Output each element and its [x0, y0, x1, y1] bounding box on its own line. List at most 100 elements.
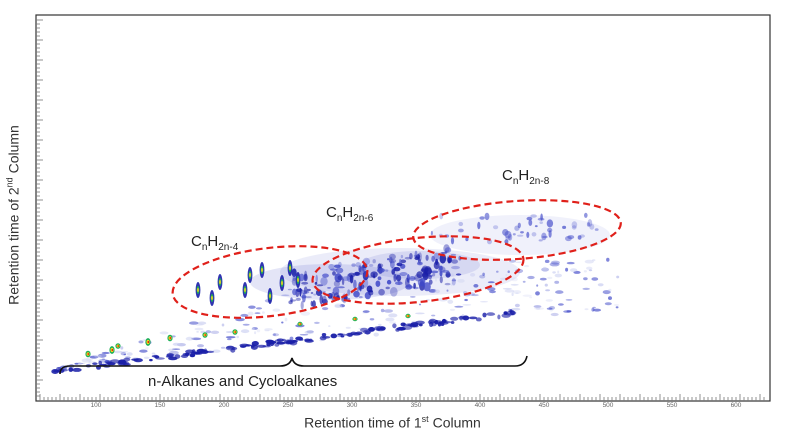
faint-peak	[522, 294, 532, 297]
faint-peak	[172, 342, 181, 346]
faint-peak	[88, 361, 91, 365]
faint-peak	[608, 296, 612, 300]
faint-peak	[418, 303, 422, 306]
alkane-peak	[149, 358, 153, 362]
cluster-peak	[571, 221, 578, 229]
cluster-peak	[337, 275, 344, 281]
cluster-peak	[517, 222, 521, 229]
cluster-peak	[430, 270, 439, 274]
cluster-peak	[313, 293, 317, 296]
faint-peak	[507, 270, 510, 274]
faint-peak	[248, 305, 256, 309]
alkane-peak	[399, 327, 405, 331]
aromatic-peak	[244, 288, 246, 292]
cluster-peak	[458, 221, 464, 227]
faint-peak	[362, 310, 370, 313]
faint-peak	[470, 273, 476, 277]
ellipse-cnh2n-8	[412, 199, 622, 261]
faint-peak	[380, 308, 385, 313]
faint-peak	[78, 362, 86, 365]
alkane-peak	[418, 323, 423, 327]
faint-peak	[471, 294, 479, 297]
faint-peak	[480, 301, 488, 303]
cluster-peak	[479, 216, 485, 220]
aromatic-peak	[211, 296, 213, 300]
group-ellipses	[171, 199, 622, 319]
faint-peak	[608, 288, 612, 292]
cluster-peak	[430, 230, 433, 236]
cluster-peak	[455, 273, 462, 276]
cluster-peak	[433, 261, 440, 270]
cluster-peak	[413, 282, 416, 289]
faint-peak	[139, 349, 148, 353]
alkane-peak	[434, 319, 439, 325]
faint-peak	[555, 290, 564, 294]
x-tick-label: 450	[539, 402, 550, 409]
faint-peak	[511, 277, 518, 282]
cluster-peak	[416, 271, 424, 279]
cluster-peak	[546, 219, 554, 228]
aromatic-peak	[289, 266, 291, 270]
cluster-peak	[375, 280, 381, 287]
alkane-peak	[412, 325, 419, 328]
cluster-peak	[372, 272, 376, 279]
cluster-peak	[439, 270, 443, 277]
alkane-peak	[350, 331, 357, 335]
cluster-peak	[425, 254, 429, 261]
cluster-peak	[444, 247, 452, 253]
cluster-peak	[391, 266, 394, 273]
faint-peak	[227, 338, 232, 341]
faint-peak	[502, 287, 512, 290]
cluster-peak	[587, 219, 593, 227]
cluster-peak	[540, 213, 543, 221]
cluster-peak	[484, 212, 490, 221]
faint-peak	[554, 273, 562, 278]
faint-peak	[550, 260, 560, 265]
x-tick-label: 300	[347, 402, 358, 409]
alkane-peak	[281, 338, 286, 342]
faint-peak	[345, 326, 351, 329]
faint-peak	[597, 283, 604, 287]
cluster-peak	[292, 274, 296, 282]
annotation-cnh2n-4: CnH2n-4	[191, 233, 239, 253]
alkane-peak	[510, 310, 515, 316]
x-tick-label: 400	[475, 402, 486, 409]
cluster-peak	[432, 273, 436, 277]
faint-peak	[544, 259, 550, 263]
brace-label: n-Alkanes and Cycloalkanes	[148, 373, 338, 390]
faint-peak	[545, 299, 553, 302]
alkane-peak	[92, 362, 98, 366]
cluster-peak	[335, 267, 344, 274]
faint-peak	[535, 307, 541, 310]
faint-peak	[482, 272, 485, 276]
ellipse-cnh2n-4	[171, 245, 369, 319]
cluster-peak	[393, 273, 397, 282]
cluster-peak	[292, 288, 297, 296]
faint-peak	[602, 290, 611, 295]
faint-peak	[189, 321, 199, 325]
cluster-peak	[441, 269, 450, 273]
cluster-peak	[300, 300, 304, 310]
faint-peak	[489, 290, 496, 294]
cluster-peak	[353, 290, 360, 298]
alkane-peak	[151, 355, 159, 358]
faint-peak	[194, 327, 204, 331]
faint-peak	[558, 303, 564, 306]
faint-peak	[446, 289, 449, 292]
faint-peak	[547, 276, 553, 280]
peak-core	[169, 337, 172, 339]
faint-peak	[145, 347, 149, 350]
cluster-peak	[385, 286, 390, 290]
cluster-peak	[341, 278, 345, 286]
aromatic-peak	[297, 278, 299, 282]
cluster-peak	[342, 276, 350, 281]
haze	[280, 248, 520, 296]
faint-peak	[299, 334, 309, 336]
faint-peak	[410, 296, 416, 298]
cluster-peak	[414, 274, 422, 282]
x-tick-label: 150	[155, 402, 166, 409]
cluster-peak	[304, 270, 308, 280]
faint-peak	[515, 261, 525, 264]
cluster-peak	[307, 288, 311, 292]
cluster-peak	[301, 295, 307, 299]
